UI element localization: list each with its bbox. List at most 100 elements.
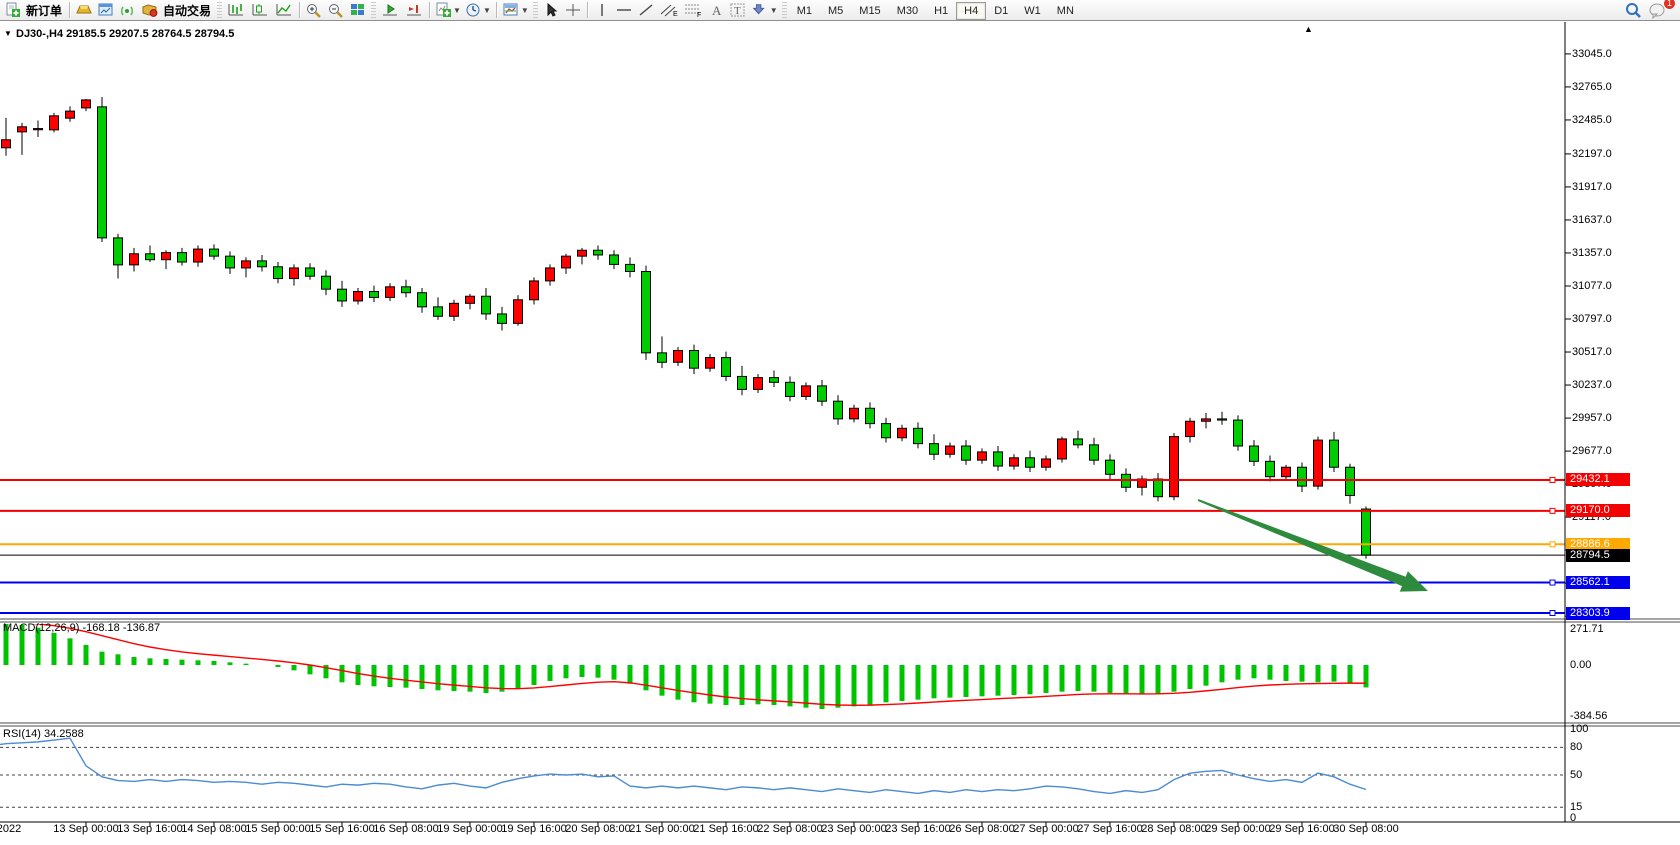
line-chart-icon[interactable] xyxy=(272,1,296,20)
zoom-out-icon[interactable] xyxy=(325,1,347,20)
timeframe-h4[interactable]: H4 xyxy=(956,1,987,20)
text-icon[interactable]: A xyxy=(705,1,727,20)
timeframe-mn[interactable]: MN xyxy=(1056,4,1074,17)
macd-histogram-bar xyxy=(867,665,873,705)
candlestick-icon[interactable] xyxy=(248,1,272,20)
line-anchor-marker[interactable] xyxy=(1549,610,1556,617)
fibonacci-icon[interactable]: F xyxy=(681,1,705,20)
search-icon[interactable] xyxy=(1622,1,1646,20)
macd-label: MACD(12,26,9) -168.18 -136.87 xyxy=(3,622,161,634)
price-tick-label: 31357.0 xyxy=(1572,246,1612,259)
vertical-line-icon[interactable] xyxy=(591,1,613,20)
candle-body xyxy=(1153,478,1163,498)
time-axis-label: 16 Sep 08:00 xyxy=(373,823,439,835)
chart-window[interactable]: 33045.0 32765.0 32485.0 32197.0 31917.0 31637… xyxy=(0,22,1680,845)
candle-body xyxy=(657,352,667,363)
template-icon[interactable]: ▼ xyxy=(500,1,531,20)
symbol-dropdown-icon[interactable]: ▼ xyxy=(4,29,12,38)
autotrade-icon[interactable] xyxy=(139,1,161,20)
ohlc-bars-icon[interactable] xyxy=(224,1,248,20)
price-tick-label: 30517.0 xyxy=(1572,346,1612,359)
timeframe-d1[interactable]: D1 xyxy=(994,4,1009,17)
channel-icon[interactable]: E xyxy=(657,1,681,20)
macd-histogram-bar xyxy=(579,665,585,677)
price-tick-label: 32197.0 xyxy=(1572,147,1612,160)
line-anchor-marker[interactable] xyxy=(1549,507,1556,514)
candle-body xyxy=(593,249,603,256)
candle-body xyxy=(257,260,267,268)
crosshair-icon[interactable] xyxy=(562,1,584,20)
text-label-icon[interactable]: T xyxy=(727,1,749,20)
signal-icon[interactable] xyxy=(117,1,139,20)
horizontal-line-icon[interactable] xyxy=(613,1,635,20)
candles-layer xyxy=(1,96,1371,559)
separator xyxy=(299,2,301,18)
time-axis-label: 26 Sep 08:00 xyxy=(949,823,1015,835)
chart-window-icon[interactable] xyxy=(95,1,117,20)
tile-windows-icon[interactable] xyxy=(347,1,369,20)
period-clock-icon[interactable]: ▼ xyxy=(463,1,493,20)
timeframe-m30[interactable]: M30 xyxy=(896,4,919,17)
autotrade-label[interactable]: 自动交易 xyxy=(163,3,212,18)
macd-histogram-bar xyxy=(899,665,905,701)
time-axis-label: 23 Sep 00:00 xyxy=(821,823,887,835)
timeframe-m1[interactable]: M1 xyxy=(796,4,812,17)
new-order-icon[interactable] xyxy=(2,1,24,20)
separator xyxy=(495,2,497,18)
macd-histogram-bar xyxy=(819,665,825,709)
chevron-down-icon: ▼ xyxy=(453,5,461,15)
auto-scroll-icon[interactable] xyxy=(378,1,402,20)
time-axis-label: 13 Sep 00:00 xyxy=(53,823,119,835)
trend-arrow-annotation[interactable] xyxy=(1197,499,1428,592)
cursor-icon[interactable] xyxy=(540,1,562,20)
timeframe-m15[interactable]: M15 xyxy=(859,4,881,17)
macd-histogram-bar xyxy=(803,665,809,708)
chevron-down-icon: ▼ xyxy=(769,5,778,15)
candle-body xyxy=(289,267,299,280)
candle-body xyxy=(769,377,779,383)
timeframe-h1[interactable]: H1 xyxy=(934,4,949,17)
main-toolbar: 新订单 自动交易 ▼ ▼ xyxy=(0,0,1680,21)
macd-histogram-bar xyxy=(115,654,121,665)
svg-text:E: E xyxy=(673,11,678,18)
line-anchor-marker[interactable] xyxy=(1549,541,1556,548)
timeframe-w1[interactable]: W1 xyxy=(1024,4,1041,17)
macd-histogram-bar xyxy=(1219,665,1225,683)
timeframe-m5[interactable]: M5 xyxy=(828,4,844,17)
candle-body xyxy=(897,427,907,439)
gold-ingot-icon[interactable] xyxy=(73,1,95,20)
chart-plot[interactable] xyxy=(0,22,1680,845)
time-axis-label: 27 Sep 00:00 xyxy=(1013,823,1079,835)
line-anchor-marker[interactable] xyxy=(1549,476,1556,483)
candle-body xyxy=(1265,460,1275,478)
macd-histogram-bar xyxy=(963,665,969,697)
macd-histogram-bar xyxy=(1123,665,1129,694)
price-level-tag: 28562.1 xyxy=(1566,576,1630,590)
line-anchor-marker[interactable] xyxy=(1549,579,1556,586)
candle-body xyxy=(81,99,91,109)
candle-body xyxy=(1185,420,1195,438)
chart-shift-icon[interactable] xyxy=(402,1,426,20)
new-order-label[interactable]: 新订单 xyxy=(26,3,63,18)
candle-body xyxy=(1025,457,1035,468)
rsi-scale-label: 15 xyxy=(1570,801,1583,814)
zoom-in-icon[interactable] xyxy=(303,1,325,20)
indicators-icon[interactable]: ▼ xyxy=(433,1,463,20)
macd-histogram-bar xyxy=(435,665,441,691)
trendline-icon[interactable] xyxy=(635,1,657,20)
time-axis-label: 19 Sep 16:00 xyxy=(501,823,567,835)
arrows-icon[interactable]: ▼ xyxy=(749,1,780,20)
candle-body xyxy=(1201,418,1211,422)
separator xyxy=(429,2,431,18)
rsi-pane xyxy=(0,737,1565,808)
macd-signal-line xyxy=(30,624,1367,706)
macd-histogram-bar xyxy=(67,638,73,665)
time-axis-label: 22 Sep 08:00 xyxy=(757,823,823,835)
macd-histogram-bar xyxy=(883,665,889,703)
macd-histogram-bar xyxy=(1107,665,1113,693)
chat-icon[interactable]: 1 xyxy=(1646,0,1676,20)
rsi-line xyxy=(0,737,1367,795)
macd-histogram-bar xyxy=(307,665,313,675)
macd-histogram-bar xyxy=(467,665,473,692)
price-level-tag: 28303.9 xyxy=(1566,606,1630,620)
